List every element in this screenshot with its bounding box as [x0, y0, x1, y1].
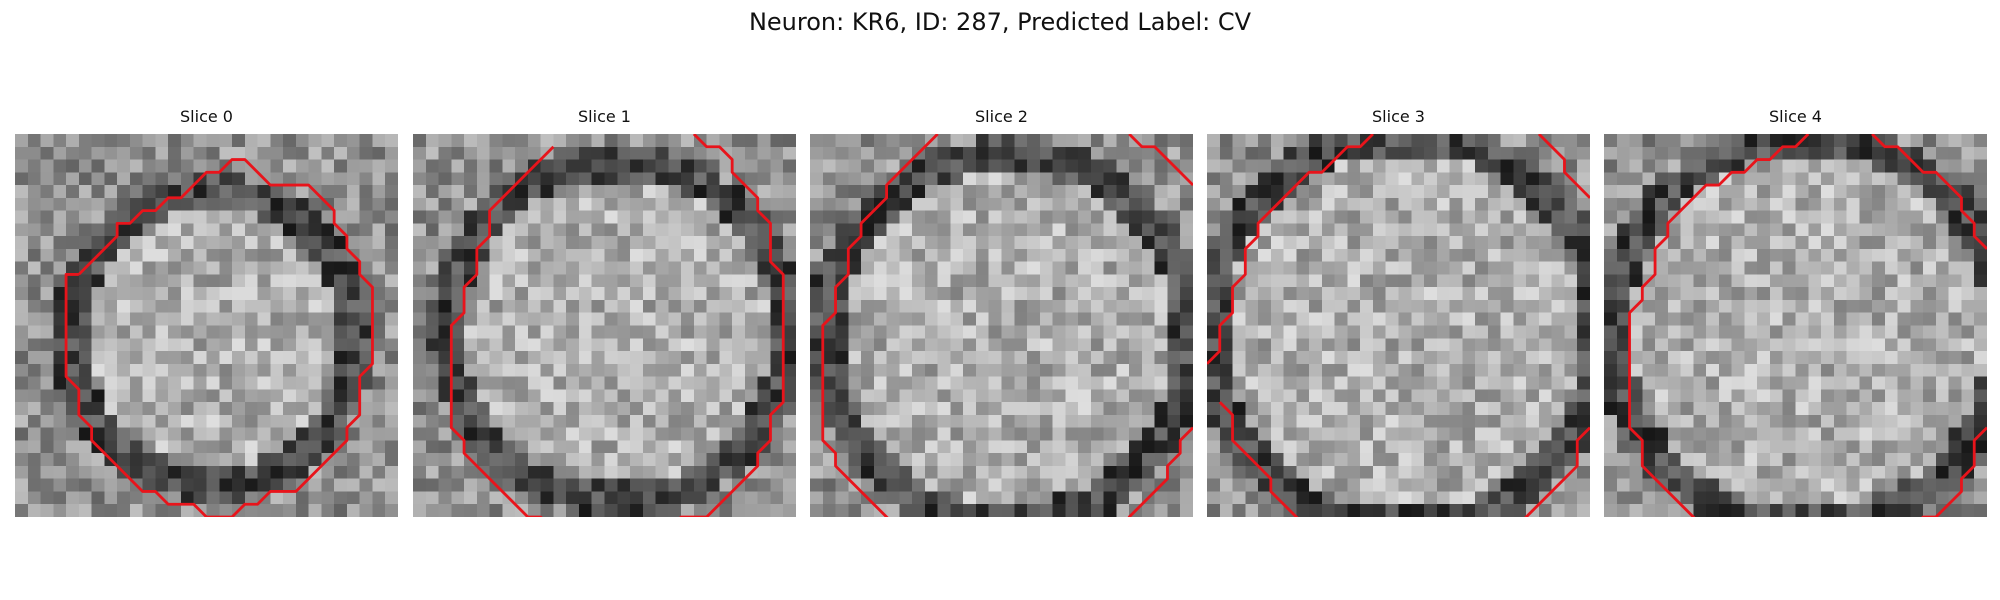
slice-title: Slice 1 — [578, 107, 631, 126]
contour-line — [1128, 134, 1193, 187]
slice-image — [15, 134, 398, 517]
contour-line — [821, 134, 939, 517]
slice-image — [810, 134, 1193, 517]
contour-line — [449, 134, 785, 517]
grayscale-image — [1604, 134, 1987, 517]
slice-title: Slice 3 — [1372, 107, 1425, 126]
contour-overlay — [449, 134, 785, 517]
contour-line — [64, 158, 374, 517]
grayscale-image — [413, 134, 796, 517]
contour-overlay — [821, 134, 1193, 517]
contour-line — [1871, 134, 1987, 250]
slice-title: Slice 4 — [1769, 107, 1822, 126]
contour-line — [1207, 134, 1374, 365]
grayscale-image — [1207, 134, 1590, 517]
contour-line — [1127, 426, 1193, 517]
slice-title: Slice 2 — [975, 107, 1028, 126]
contour-overlay — [1628, 134, 1987, 517]
slice-image — [1604, 134, 1987, 517]
contour-overlay — [1207, 134, 1590, 517]
slice-image — [413, 134, 796, 517]
slice-image — [1207, 134, 1590, 517]
contour-overlay — [64, 158, 374, 517]
figure-title: Neuron: KR6, ID: 287, Predicted Label: C… — [748, 8, 1252, 36]
slice-title: Slice 0 — [180, 107, 233, 126]
contour-line — [1218, 401, 1299, 517]
contour-line — [1537, 134, 1590, 199]
grayscale-image — [810, 134, 1193, 517]
contour-line — [1628, 134, 1810, 517]
contour-line — [1524, 426, 1590, 517]
contour-line — [1921, 426, 1987, 517]
